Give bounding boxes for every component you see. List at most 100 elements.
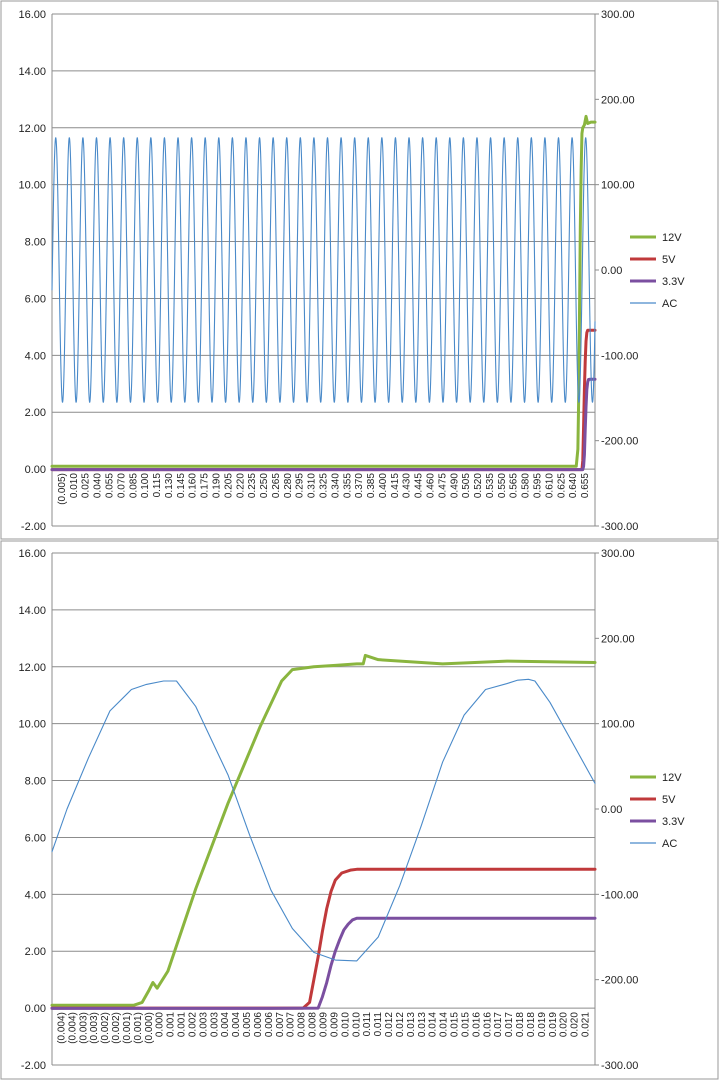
x-tick-label: 0.011	[362, 1012, 373, 1037]
x-tick-label: 0.010	[340, 1012, 351, 1037]
x-tick-label: (0.004)	[67, 1012, 78, 1044]
x-tick-label: 0.025	[81, 473, 92, 498]
x-tick-label: 0.205	[223, 473, 234, 498]
y2-tick-label: 300.00	[601, 9, 635, 21]
x-tick-label: (0.003)	[89, 1012, 100, 1044]
x-tick-label: 0.019	[548, 1012, 559, 1037]
x-tick-label: 0.001	[166, 1012, 177, 1037]
x-tick-label: 0.001	[177, 1012, 188, 1037]
x-tick-label: (0.002)	[100, 1012, 111, 1044]
x-tick-label: 0.018	[526, 1012, 537, 1037]
x-tick-label: 0.070	[116, 473, 127, 498]
y-tick-label: 4.00	[25, 889, 46, 901]
y-tick-label: 12.00	[18, 123, 46, 135]
x-tick-label: 0.019	[537, 1012, 548, 1037]
x-tick-label: 0.265	[271, 473, 282, 498]
y-tick-label: 6.00	[25, 293, 46, 305]
x-tick-label: 0.415	[390, 473, 401, 498]
x-tick-label: 0.130	[164, 473, 175, 498]
y-tick-label: -2.00	[21, 521, 46, 533]
y-tick-label: 16.00	[18, 548, 46, 560]
y-tick-label: 12.00	[18, 662, 46, 674]
x-tick-label: 0.002	[187, 1012, 198, 1037]
x-tick-label: 0.011	[373, 1012, 384, 1037]
series-line-3-3v	[50, 377, 597, 472]
x-tick-label: 0.008	[297, 1012, 308, 1037]
y2-tick-label: -100.00	[601, 350, 638, 362]
x-tick-label: 0.020	[570, 1012, 581, 1037]
y-tick-label: 10.00	[18, 719, 46, 731]
x-tick-label: (0.001)	[122, 1012, 133, 1044]
y-tick-label: 0.00	[25, 1003, 46, 1015]
y2-tick-label: 0.00	[601, 804, 622, 816]
legend-label: 3.3V	[662, 276, 685, 288]
y-tick-label: 10.00	[18, 180, 46, 192]
x-tick-label: 0.000	[155, 1012, 166, 1037]
y-tick-label: -2.00	[21, 1060, 46, 1072]
x-tick-label: 0.505	[461, 473, 472, 498]
x-tick-label: 0.400	[378, 473, 389, 498]
legend-label: 5V	[662, 794, 676, 806]
x-tick-label: 0.235	[247, 473, 258, 498]
x-tick-label: 0.006	[253, 1012, 264, 1037]
x-tick-label: 0.610	[544, 473, 555, 498]
x-tick-label: 0.340	[330, 473, 341, 498]
x-tick-label: 0.009	[329, 1012, 340, 1037]
y2-tick-label: 100.00	[601, 180, 635, 192]
y-tick-label: 16.00	[18, 9, 46, 21]
y2-tick-label: -100.00	[601, 889, 638, 901]
x-tick-label: 0.445	[414, 473, 425, 498]
chart-panel-bottom: -2.00 0.00 2.00 4.00 6.00 8.00 10.00 12.00 14.00…	[0, 540, 719, 1080]
x-tick-label: 0.013	[417, 1012, 428, 1037]
x-tick-label: 0.017	[504, 1012, 515, 1037]
x-tick-label: 0.220	[235, 473, 246, 498]
x-tick-label: 0.145	[176, 473, 187, 498]
x-tick-label: 0.021	[581, 1012, 592, 1037]
x-tick-label: 0.007	[286, 1012, 297, 1037]
x-tick-label: 0.580	[521, 473, 532, 498]
y2-tick-label: -200.00	[601, 975, 638, 987]
x-tick-label: 0.085	[128, 473, 139, 498]
x-tick-label: 0.013	[406, 1012, 417, 1037]
x-tick-label: 0.355	[342, 473, 353, 498]
series-line-ac	[51, 678, 596, 962]
x-tick-label: 0.020	[559, 1012, 570, 1037]
y2-tick-label: 100.00	[601, 719, 635, 731]
y2-tick-label: -300.00	[601, 521, 638, 533]
x-tick-label: 0.115	[152, 473, 163, 498]
x-tick-label: 0.460	[426, 473, 437, 498]
x-tick-label: 0.015	[460, 1012, 471, 1037]
x-tick-label: 0.055	[105, 473, 116, 498]
x-tick-label: 0.295	[295, 473, 306, 498]
series-line-5v	[50, 867, 597, 1010]
y-tick-label: 4.00	[25, 350, 46, 362]
y-tick-label: 8.00	[25, 776, 46, 788]
series-line-12v	[50, 653, 597, 1007]
y2-tick-label: -300.00	[601, 1060, 638, 1072]
x-tick-label: 0.280	[283, 473, 294, 498]
x-tick-label: 0.385	[366, 473, 377, 498]
x-tick-label: 0.535	[485, 473, 496, 498]
series-line-3-3v	[50, 916, 597, 1010]
x-tick-label: 0.175	[200, 473, 211, 498]
x-tick-label: 0.100	[140, 473, 151, 498]
chart-panel-top: -2.00 0.00 2.00 4.00 6.00 8.00 10.00 12.00 14.00…	[0, 0, 719, 540]
x-tick-label: 0.009	[319, 1012, 330, 1037]
y-tick-label: 2.00	[25, 407, 46, 419]
y-tick-label: 14.00	[18, 66, 46, 78]
x-tick-label: 0.003	[209, 1012, 220, 1037]
y-tick-label: 6.00	[25, 832, 46, 844]
x-tick-label: (0.004)	[56, 1012, 67, 1044]
legend-label: AC	[662, 838, 677, 850]
x-tick-label: 0.004	[231, 1012, 242, 1037]
x-tick-label: 0.007	[275, 1012, 286, 1037]
x-tick-label: 0.006	[264, 1012, 275, 1037]
y2-tick-label: -200.00	[601, 436, 638, 448]
x-tick-label: 0.655	[580, 473, 591, 498]
x-tick-label: 0.014	[439, 1012, 450, 1037]
legend-label: 12V	[662, 232, 682, 244]
series-line-12v	[50, 114, 597, 468]
x-tick-label: 0.370	[354, 473, 365, 498]
legend-label: 5V	[662, 254, 676, 266]
